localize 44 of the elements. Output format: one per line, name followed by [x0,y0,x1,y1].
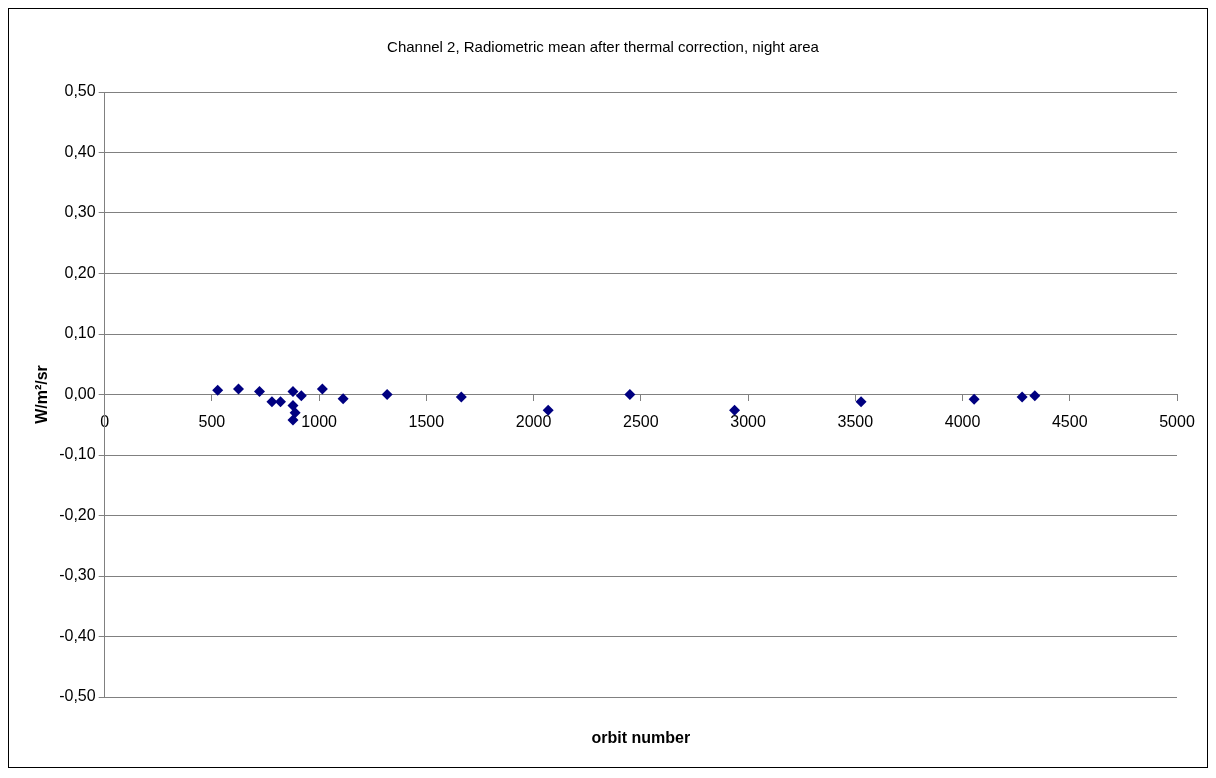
y-tick-label: -0,40 [59,626,96,644]
point [266,396,278,408]
point [855,396,867,408]
y-tick-label: 0,20 [64,263,96,281]
y-tick-label: -0,50 [59,687,96,705]
y-tick-label: -0,10 [59,445,96,463]
point [287,399,299,411]
y-tick-label: 0,00 [64,384,96,402]
point [275,396,287,408]
x-tick-label: 5000 [1159,412,1195,430]
x-tick-label: 1500 [408,412,445,430]
point [287,385,299,397]
x-tick-label: 500 [198,412,226,430]
y-tick-label: -0,20 [59,505,96,523]
x-tick-label: 1000 [301,412,338,430]
point [1016,391,1028,403]
point [233,383,244,395]
y-axis-title: W/m²/sr [33,365,51,424]
x-axis-title: orbit number [591,729,691,747]
y-tick-label: 0,10 [64,324,96,342]
y-tick-label: 0,30 [64,203,96,221]
point [729,404,741,416]
y-tick-label: 0,50 [64,82,96,100]
point [968,393,980,405]
point [212,384,224,396]
x-tick-label: 4000 [944,412,981,430]
y-tick-label: -0,30 [59,566,96,584]
x-tick-label: 2000 [515,412,552,430]
x-tick-label: 2500 [623,412,659,430]
point [337,393,349,405]
x-tick-label: 3500 [837,412,874,430]
point [381,389,393,400]
point [1029,390,1041,402]
point [254,385,266,397]
point [624,389,636,400]
point [455,391,467,403]
point [542,404,554,416]
point [295,390,307,402]
y-tick-label: 0,40 [64,142,96,160]
point [316,383,328,395]
x-tick-label: 3000 [730,412,766,430]
point [287,414,299,426]
chart-title: Channel 2, Radiometric mean after thermal correction, night area [387,38,820,56]
x-tick-label: 4500 [1051,412,1088,430]
